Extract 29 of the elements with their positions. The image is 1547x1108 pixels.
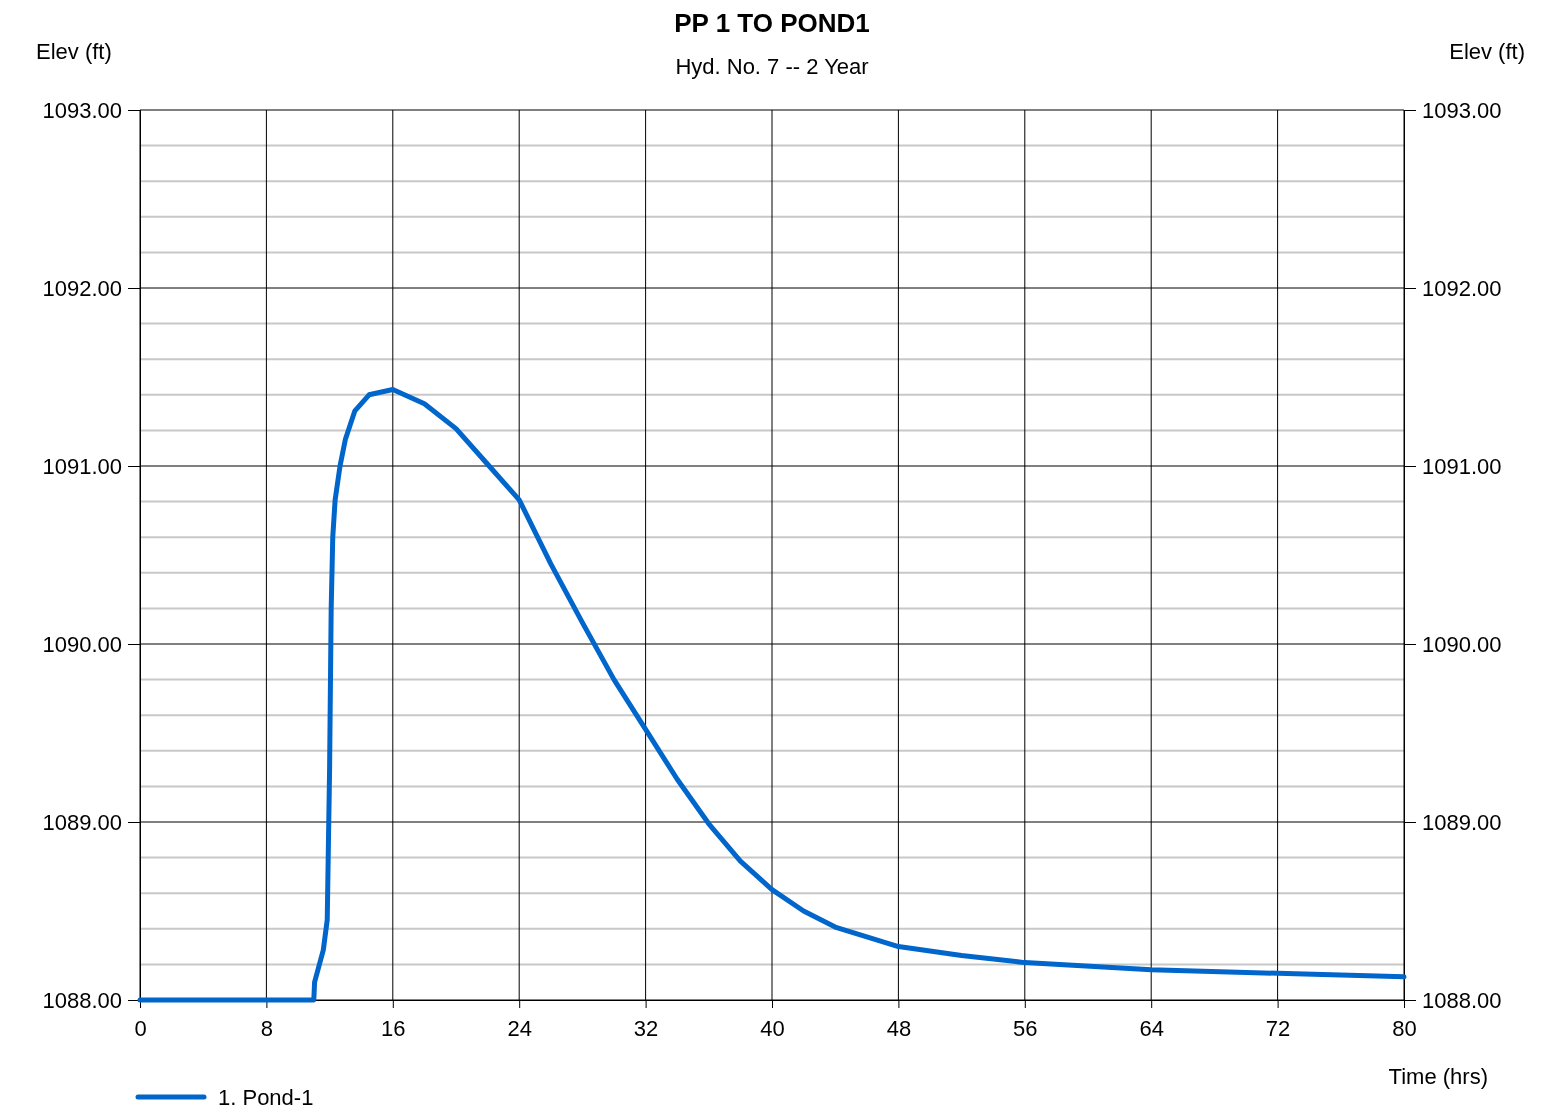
x-tick-label: 32 <box>633 1015 659 1041</box>
x-tick-label: 80 <box>1392 1015 1417 1041</box>
y-tick-label: 1089.00 <box>42 809 122 835</box>
y-tick-label: 1091.00 <box>42 453 122 479</box>
x-tick-label: 72 <box>1265 1015 1291 1041</box>
x-tick-label: 16 <box>381 1015 406 1041</box>
x-tick-label: 64 <box>1139 1015 1164 1041</box>
chart-subtitle: Hyd. No. 7 -- 2 Year <box>675 54 869 79</box>
x-tick-label: 8 <box>260 1015 274 1041</box>
x-tick-label: 0 <box>134 1015 147 1041</box>
y-tick-label: 1090.00 <box>42 631 122 657</box>
legend-label: 1. Pond-1 <box>218 1085 314 1108</box>
y2-tick-label: 1092.00 <box>1422 275 1502 301</box>
y-tick-label: 1092.00 <box>42 275 122 301</box>
y-tick-label: 1088.00 <box>42 987 122 1013</box>
y2-tick-label: 1090.00 <box>1422 631 1502 657</box>
y2-tick-label: 1093.00 <box>1422 97 1502 123</box>
y-axis-title: Elev (ft) <box>36 39 112 64</box>
chart-title: PP 1 TO POND1 <box>674 8 870 38</box>
x-tick-label: 48 <box>886 1015 912 1041</box>
y-tick-label: 1093.00 <box>42 97 122 123</box>
x-tick-label: 56 <box>1013 1015 1038 1041</box>
x-axis-title: Time (hrs) <box>1388 1064 1488 1089</box>
y2-tick-label: 1088.00 <box>1422 987 1502 1013</box>
x-tick-label: 40 <box>760 1015 785 1041</box>
y2-tick-label: 1089.00 <box>1422 809 1502 835</box>
y2-axis-title: Elev (ft) <box>1449 39 1525 64</box>
y2-tick-label: 1091.00 <box>1422 453 1502 479</box>
x-tick-label: 24 <box>507 1015 532 1041</box>
